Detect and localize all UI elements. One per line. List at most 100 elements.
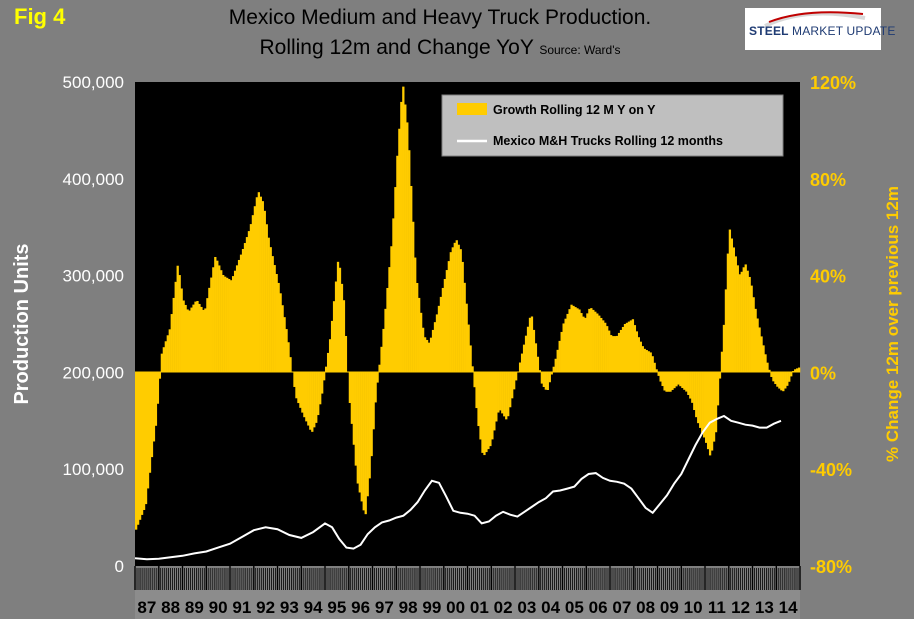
growth-bar <box>499 372 502 411</box>
growth-bar <box>243 243 247 373</box>
growth-bar <box>148 372 152 473</box>
growth-bar <box>313 372 316 428</box>
growth-bar <box>495 372 498 422</box>
growth-bar <box>580 313 583 373</box>
growth-bar <box>418 297 421 373</box>
growth-bar <box>623 323 627 373</box>
growth-bar <box>665 372 668 392</box>
growth-bar <box>588 308 591 373</box>
logo-text-rest: MARKET UPDATE <box>792 24 896 38</box>
growth-bar <box>513 372 516 390</box>
growth-bar <box>592 309 595 373</box>
growth-bar <box>465 303 468 373</box>
growth-bar <box>398 128 401 373</box>
growth-bar <box>443 279 447 373</box>
growth-bar <box>515 372 518 381</box>
growth-bar <box>621 326 625 373</box>
growth-bar <box>299 372 302 408</box>
x-tick-label: 89 <box>185 598 204 617</box>
growth-bar <box>160 353 164 373</box>
growth-bar <box>657 372 660 376</box>
growth-bar <box>423 337 427 373</box>
growth-bar <box>677 372 680 385</box>
growth-bar <box>522 344 526 373</box>
growth-bar <box>651 356 654 373</box>
growth-bar <box>764 354 767 373</box>
x-tick-label: 05 <box>565 598 584 617</box>
growth-bar <box>762 345 765 373</box>
growth-bar <box>372 372 375 430</box>
growth-bar <box>590 308 593 373</box>
growth-bar <box>467 324 470 373</box>
chart-title-line2-text: Rolling 12m and Change YoY <box>259 36 534 59</box>
growth-bar <box>439 296 443 373</box>
growth-bar <box>726 253 730 373</box>
growth-bar <box>311 372 314 432</box>
left-tick-label: 200,000 <box>63 363 124 382</box>
growth-bar <box>758 327 761 373</box>
legend-bars-swatch <box>457 103 487 115</box>
left-axis-ticks: 0 100,000 200,000 300,000 400,000 500,000 <box>63 73 124 576</box>
growth-bar <box>483 372 486 456</box>
growth-bar <box>309 372 312 430</box>
growth-bar <box>354 372 357 466</box>
growth-bar <box>489 372 492 447</box>
growth-bar <box>681 372 684 389</box>
growth-bar <box>699 372 702 428</box>
growth-bar <box>687 372 690 395</box>
growth-bar <box>233 270 237 373</box>
growth-bar <box>319 372 322 405</box>
growth-bar <box>691 372 694 403</box>
growth-bar <box>289 357 292 373</box>
growth-bar <box>376 372 379 383</box>
growth-bar <box>617 332 621 373</box>
growth-bar <box>287 342 290 373</box>
growth-bar <box>317 372 320 416</box>
x-tick-label: 97 <box>375 598 394 617</box>
growth-bar <box>554 358 557 373</box>
growth-bar <box>350 372 354 424</box>
x-tick-label: 98 <box>399 598 418 617</box>
x-tick-label: 02 <box>494 598 513 617</box>
growth-bar <box>362 372 365 511</box>
growth-bar <box>647 351 650 373</box>
x-tick-label: 99 <box>422 598 441 617</box>
growth-bar <box>503 372 506 417</box>
growth-bar <box>463 282 466 373</box>
growth-bar <box>449 252 452 373</box>
growth-bar <box>277 282 280 373</box>
growth-bar <box>273 265 276 373</box>
growth-bar <box>370 372 373 457</box>
x-tick-label: 11 <box>708 598 726 617</box>
growth-bar <box>420 312 423 373</box>
growth-bar <box>594 311 597 373</box>
growth-bar <box>635 331 639 373</box>
growth-bar <box>235 265 239 373</box>
growth-bar <box>526 326 530 373</box>
growth-bar <box>388 267 391 373</box>
growth-bar <box>505 372 508 420</box>
growth-bar <box>281 305 284 373</box>
growth-bar <box>336 261 340 373</box>
growth-bar <box>170 314 173 373</box>
x-tick-label: 10 <box>684 598 703 617</box>
left-tick-label: 0 <box>115 557 124 576</box>
growth-bar <box>386 287 389 373</box>
x-tick-label: 03 <box>517 598 536 617</box>
x-tick-label: 06 <box>589 598 608 617</box>
growth-bar <box>475 372 478 409</box>
growth-bar <box>744 264 747 373</box>
growth-bar <box>323 372 326 381</box>
growth-bar <box>461 261 464 373</box>
growth-bar <box>366 372 369 497</box>
growth-bar <box>445 270 449 373</box>
growth-bar <box>142 372 146 510</box>
growth-bar <box>497 372 500 413</box>
growth-bar <box>174 281 177 373</box>
x-tick-label: 93 <box>280 598 299 617</box>
growth-bar <box>752 297 755 373</box>
legend-bars-label: Growth Rolling 12 M Y on Y <box>493 103 656 117</box>
growth-bar <box>710 372 714 451</box>
growth-bar <box>237 259 241 373</box>
